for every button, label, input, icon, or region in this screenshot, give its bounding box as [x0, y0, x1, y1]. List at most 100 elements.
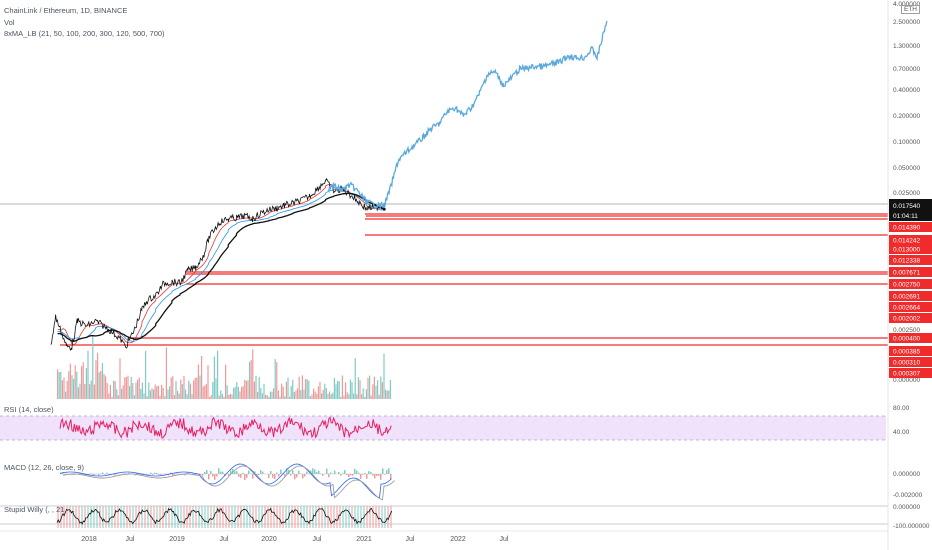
- volume-bar: [242, 386, 244, 399]
- willy-bar: [108, 506, 110, 528]
- level-tag: [889, 255, 932, 265]
- volume-bar: [276, 362, 278, 399]
- willy-panel: [0, 505, 888, 528]
- macd-histogram-bar: [244, 474, 246, 480]
- volume-bar: [295, 390, 297, 399]
- volume-bar: [143, 393, 145, 399]
- volume-bar: [186, 394, 188, 399]
- rsi-line: [59, 416, 392, 439]
- macd-tick-label: -0.002000: [893, 492, 923, 499]
- volume-bar: [252, 349, 254, 399]
- current-price-tag: [889, 199, 932, 221]
- macd-histogram-bar: [326, 468, 328, 474]
- macd-histogram-bar: [270, 471, 272, 474]
- volume-bar: [90, 380, 92, 399]
- macd-histogram-bar: [344, 470, 346, 474]
- volume-bar: [380, 376, 382, 399]
- volume-bar: [335, 384, 337, 399]
- volume-bar: [253, 381, 255, 399]
- willy-line: [56, 507, 393, 525]
- macd-histogram-bar: [340, 474, 342, 476]
- willy-bar: [384, 506, 386, 528]
- price-axis: 4.000000 2.500000 1.300000 0.700000 0.400000…: [887, 0, 932, 550]
- level-tag: [889, 267, 932, 277]
- volume-bar: [189, 383, 191, 399]
- level-tag: [889, 302, 932, 312]
- volume-bar: [202, 386, 204, 399]
- volume-bar: [82, 362, 84, 399]
- macd-histogram-bar: [202, 474, 204, 476]
- volume-bar: [319, 381, 321, 399]
- level-tag-label: 0.007671: [893, 270, 920, 277]
- willy-bar: [267, 506, 269, 528]
- macd-histogram-bar: [114, 474, 116, 476]
- rsi-tick-label: 80.00: [893, 405, 910, 412]
- price-tick-label: 0.050000: [893, 165, 920, 172]
- willy-bar: [306, 506, 308, 528]
- volume-bar: [265, 395, 267, 399]
- willy-bar: [249, 506, 251, 528]
- time-tick-label: Jul: [220, 536, 229, 543]
- level-tag-label: 0.000310: [893, 360, 920, 367]
- volume-bar: [241, 386, 243, 399]
- level-tag: [889, 357, 932, 367]
- time-tick-label: Jul: [313, 536, 322, 543]
- volume-bar: [353, 393, 355, 399]
- willy-bar: [207, 506, 209, 528]
- volume-bar: [61, 380, 63, 399]
- macd-histogram-bar: [290, 474, 292, 476]
- willy-legend: Stupid Willy (, , 21, ...: [4, 505, 75, 514]
- macd-line: [59, 463, 392, 499]
- macd-histogram-bar: [350, 474, 352, 476]
- volume-bar: [122, 385, 124, 399]
- willy-bar: [120, 506, 122, 528]
- macd-histogram-bar: [390, 474, 392, 480]
- moving-averages: [57, 184, 385, 346]
- macd-histogram-bar: [242, 472, 244, 474]
- volume-bar: [273, 388, 275, 399]
- volume-bar: [297, 388, 299, 399]
- macd-histogram-bar: [232, 469, 234, 474]
- willy-bar: [381, 506, 383, 528]
- volume-bar: [306, 379, 308, 399]
- volume-bar: [119, 358, 121, 399]
- volume-bar: [237, 386, 239, 399]
- macd-histogram-bar: [152, 474, 154, 475]
- volume-bar: [385, 389, 387, 399]
- volume-bar: [298, 376, 300, 399]
- macd-histogram-bar: [222, 471, 224, 474]
- macd-histogram-bar: [316, 472, 318, 474]
- volume-bar: [100, 371, 102, 399]
- level-tag: [889, 279, 932, 289]
- volume-bar: [162, 388, 164, 399]
- macd-histogram-bar: [330, 472, 332, 474]
- macd-histogram-bar: [286, 468, 288, 474]
- willy-bar: [246, 506, 248, 528]
- macd-histogram-bar: [302, 474, 304, 479]
- macd-histogram-bar: [158, 474, 160, 476]
- level-tag-label: 0.002691: [893, 294, 920, 301]
- volume-bar: [325, 388, 327, 399]
- willy-bar: [357, 506, 359, 528]
- macd-histogram-bar: [284, 474, 286, 478]
- time-tick-label: Jul: [500, 536, 509, 543]
- price-tick-label: 4.000000: [893, 1, 920, 8]
- macd-histogram-bar: [322, 474, 324, 476]
- macd-histogram-bar: [60, 473, 62, 474]
- level-tag-label: 0.014390: [893, 225, 920, 232]
- price-tick-label: 0.000000: [893, 377, 920, 384]
- currency-badge[interactable]: ETH: [901, 5, 920, 14]
- macd-histogram-bar: [140, 474, 142, 476]
- volume-bar: [356, 394, 358, 399]
- volume-bar: [172, 376, 174, 399]
- willy-bar: [219, 506, 221, 528]
- time-tick-label: Jul: [126, 536, 135, 543]
- time-tick-label: 2021: [356, 536, 372, 543]
- macd-histogram-bar: [250, 473, 252, 474]
- volume-bar: [210, 395, 212, 399]
- macd-histogram-bar: [258, 474, 260, 475]
- willy-bar: [105, 506, 107, 528]
- willy-bar: [198, 506, 200, 528]
- macd-histogram-bar: [230, 470, 232, 474]
